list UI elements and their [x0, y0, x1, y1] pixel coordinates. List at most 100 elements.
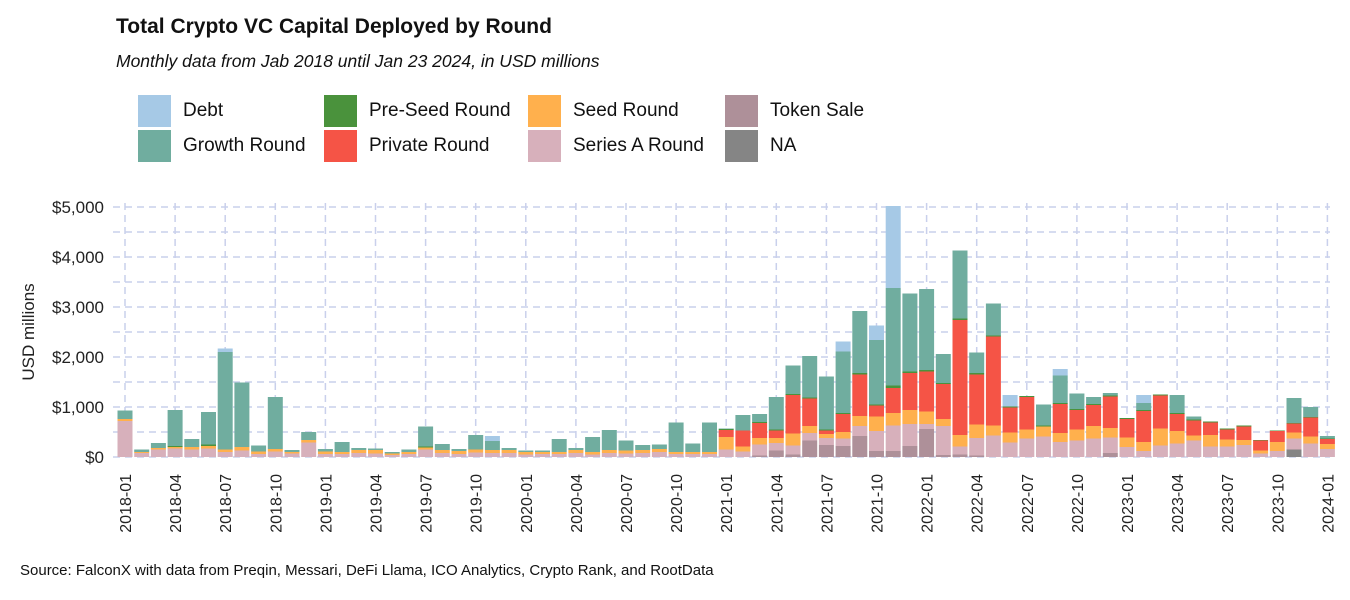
bar-growth-round-2022-10	[1069, 393, 1085, 409]
x-tick-label: 2021-04	[769, 474, 786, 533]
bar-growth-round-2021-11	[885, 288, 901, 386]
bar-private-round-2023-02	[1136, 411, 1152, 442]
bar-series-a-round-2021-05	[785, 445, 801, 455]
y-axis-ticks: $0 $1,000 $2,000 $3,000 $4,000 $5,000	[52, 198, 104, 467]
bar-private-round-2021-01	[718, 430, 734, 437]
bar-series-a-round-2020-11	[685, 454, 701, 457]
bar-series-a-round-2019-11	[484, 453, 500, 457]
bar-series-a-round-2021-06	[802, 433, 818, 441]
bar-seed-round-2019-08	[434, 450, 450, 453]
bar-series-a-round-2021-12	[902, 424, 918, 446]
bar-series-a-round-2022-04	[969, 438, 985, 456]
bar-private-round-2022-09	[1052, 404, 1068, 433]
x-tick-label: 2023-01	[1120, 474, 1137, 533]
bar-pre-seed-round-2023-12	[1303, 417, 1319, 418]
bar-seed-round-2018-10	[267, 449, 283, 452]
bar-series-a-round-2020-05	[585, 454, 601, 457]
bar-pre-seed-round-2022-08	[1036, 425, 1051, 427]
bar-seed-round-2021-04	[768, 438, 784, 443]
bar-series-a-round-2021-03	[752, 444, 768, 456]
bar-growth-round-2018-07	[217, 352, 233, 450]
bar-pre-seed-round-2018-04	[167, 446, 183, 447]
x-axis-ticks: 2018-01 2018-04 2018-07 2018-10 2019-01 2019-…	[118, 474, 1337, 533]
bar-series-a-round-2020-12	[702, 454, 717, 457]
bar-private-round-2022-10	[1069, 410, 1085, 430]
bar-series-a-round-2020-01	[518, 454, 534, 457]
bar-pre-seed-round-2023-03	[1152, 394, 1168, 396]
bar-growth-round-2022-05	[985, 303, 1001, 336]
bar-seed-round-2022-11	[1086, 426, 1102, 439]
bar-growth-round-2018-11	[284, 450, 300, 452]
bar-growth-round-2019-04	[368, 448, 383, 450]
bar-private-round-2021-10	[869, 405, 884, 417]
bar-pre-seed-round-2022-09	[1052, 403, 1068, 404]
bar-seed-round-2019-10	[468, 449, 484, 453]
bar-series-a-round-2023-04	[1169, 443, 1185, 457]
bar-pre-seed-round-2019-07	[418, 446, 434, 448]
bar-growth-round-2018-05	[184, 439, 200, 447]
bar-growth-round-2022-11	[1086, 397, 1102, 404]
bar-series-a-round-2020-10	[668, 454, 684, 457]
bar-pre-seed-round-2018-06	[201, 444, 216, 446]
bar-seed-round-2020-06	[601, 450, 617, 453]
bar-series-a-round-2018-03	[150, 449, 166, 457]
bar-pre-seed-round-2024-01	[1319, 438, 1335, 439]
bar-private-round-2023-01	[1119, 419, 1135, 438]
legend-swatch-na	[725, 130, 758, 162]
bar-seed-round-2023-05	[1186, 435, 1202, 441]
bar-pre-seed-round-2022-02	[935, 383, 951, 384]
bar-private-round-2021-07	[818, 430, 834, 434]
bar-series-a-round-2021-02	[735, 451, 751, 457]
bar-seed-round-2018-07	[217, 449, 233, 452]
bar-growth-round-2023-05	[1186, 416, 1202, 420]
bar-series-a-round-2019-03	[351, 453, 367, 457]
bar-seed-round-2019-12	[501, 450, 517, 453]
legend-label-series-a-round: Series A Round	[573, 135, 704, 156]
bar-seed-round-2020-08	[635, 450, 651, 453]
x-tick-label: 2021-01	[719, 474, 736, 533]
y-tick-label: $5,000	[52, 198, 104, 217]
bar-growth-round-2023-11	[1286, 398, 1302, 423]
bar-seed-round-2021-05	[785, 433, 801, 446]
x-tick-label: 2019-10	[469, 474, 486, 533]
x-tick-label: 2021-07	[819, 474, 836, 533]
bar-series-a-round-2018-02	[134, 453, 150, 457]
bar-growth-round-2018-02	[134, 449, 150, 452]
bar-growth-round-2022-04	[969, 352, 985, 373]
bar-seed-round-2022-04	[969, 424, 985, 438]
x-tick-label: 2023-10	[1270, 474, 1287, 533]
bar-growth-round-2021-03	[752, 414, 768, 422]
bar-seed-round-2020-03	[551, 452, 567, 454]
bar-seed-round-2023-09	[1253, 450, 1269, 454]
legend-swatch-series-a-round	[528, 130, 561, 162]
bar-growth-round-2023-04	[1169, 395, 1185, 413]
bar-growth-round-2020-05	[585, 437, 601, 452]
bar-debt-2022-06	[1002, 395, 1018, 407]
legend-item-debt: Debt	[138, 95, 223, 127]
bar-pre-seed-round-2021-06	[802, 397, 818, 399]
bar-growth-round-2020-10	[668, 422, 684, 452]
bar-seed-round-2019-07	[418, 447, 434, 450]
bar-seed-round-2020-02	[535, 452, 550, 454]
bar-growth-round-2020-08	[635, 445, 651, 450]
bar-series-a-round-2018-11	[284, 453, 300, 457]
bar-pre-seed-round-2021-09	[852, 373, 868, 375]
bar-token-sale-2021-09	[852, 436, 868, 457]
legend-label-growth-round: Growth Round	[183, 135, 306, 156]
bar-series-a-round-2023-11	[1286, 438, 1302, 450]
bar-private-round-2023-10	[1269, 431, 1285, 442]
bar-seed-round-2019-03	[351, 450, 367, 453]
bar-series-a-round-2019-01	[317, 454, 333, 457]
x-tick-label: 2023-04	[1170, 474, 1187, 533]
legend-item-series-a-round: Series A Round	[528, 130, 704, 162]
bar-growth-round-2019-03	[351, 448, 367, 450]
x-tick-label: 2020-07	[619, 474, 636, 533]
bar-growth-round-2018-12	[301, 432, 317, 440]
bar-series-a-round-2021-10	[869, 431, 884, 451]
bar-seed-round-2022-02	[935, 419, 951, 426]
bar-pre-seed-round-2022-04	[969, 373, 985, 375]
bar-seed-round-2021-02	[735, 446, 751, 452]
bar-pre-seed-round-2022-07	[1019, 396, 1035, 397]
bar-seed-round-2018-12	[301, 440, 317, 443]
bar-growth-round-2021-10	[869, 340, 884, 405]
